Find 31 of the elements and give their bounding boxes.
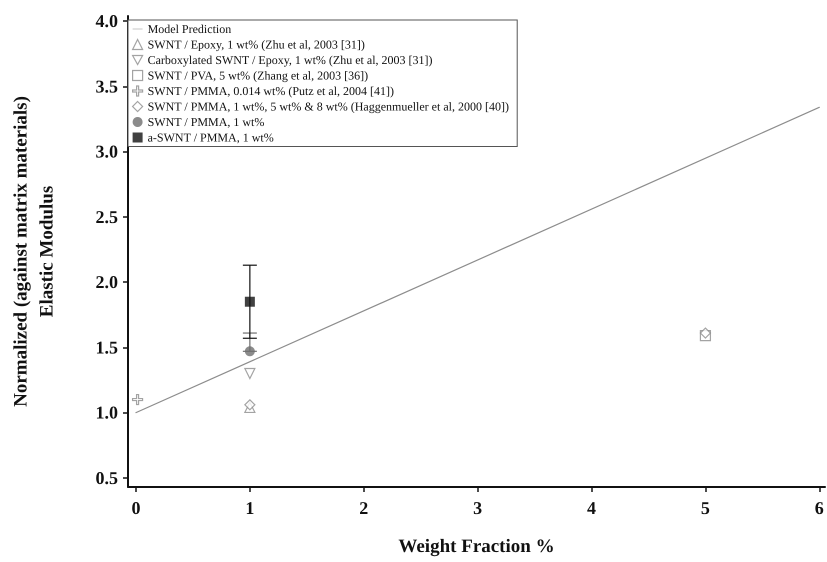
y-tick-label: 3.5	[96, 76, 118, 96]
legend-label: SWNT / PMMA, 0.014 wt% (Putz et al, 2004 [41])	[148, 84, 394, 98]
point	[700, 327, 712, 339]
x-tick-label: 4	[587, 498, 596, 518]
point	[244, 399, 256, 410]
y-tick-label: 3.0	[96, 142, 118, 162]
legend-label: SWNT / PMMA, 1 wt%, 5 wt% & 8 wt% (Haggenmueller et al, 2000 [40])	[148, 100, 509, 114]
legend-label: SWNT / Epoxy, 1 wt% (Zhu et al, 2003 [31])	[148, 38, 365, 52]
point	[132, 394, 144, 406]
x-tick-label: 6	[814, 498, 824, 518]
legend-label: Carboxylated SWNT / Epoxy, 1 wt% (Zhu et al, 2003 [31])	[148, 53, 433, 67]
point	[244, 346, 255, 356]
x-tick-label: 2	[359, 498, 368, 518]
x-axis-title: Weight Fraction %	[398, 536, 555, 557]
legend-label: Model Prediction	[148, 22, 232, 36]
y-tick-label: 2.0	[96, 272, 118, 292]
y-tick-label: 1.0	[96, 402, 118, 423]
y-tick-label: 0.5	[96, 468, 118, 488]
y-tick-label: 1.5	[96, 337, 118, 358]
x-tick-label: 0	[131, 498, 140, 518]
y-tick-label: 4.0	[96, 11, 118, 32]
point	[244, 296, 255, 307]
x-tick-label: 1	[245, 498, 254, 518]
point	[244, 368, 256, 380]
legend-label: a-SWNT / PMMA, 1 wt%	[148, 130, 274, 144]
y-tick-label: 2.5	[96, 206, 118, 227]
legend-label: SWNT / PMMA, 1 wt%	[148, 115, 264, 129]
x-tick-label: 5	[700, 498, 710, 518]
y-axis-title: Normalized (against matrix materials) Elastic Modulus	[10, 96, 58, 407]
legend-label: SWNT / PVA, 5 wt% (Zhang et al, 2003 [36])	[148, 68, 368, 82]
x-tick-label: 3	[473, 498, 482, 518]
